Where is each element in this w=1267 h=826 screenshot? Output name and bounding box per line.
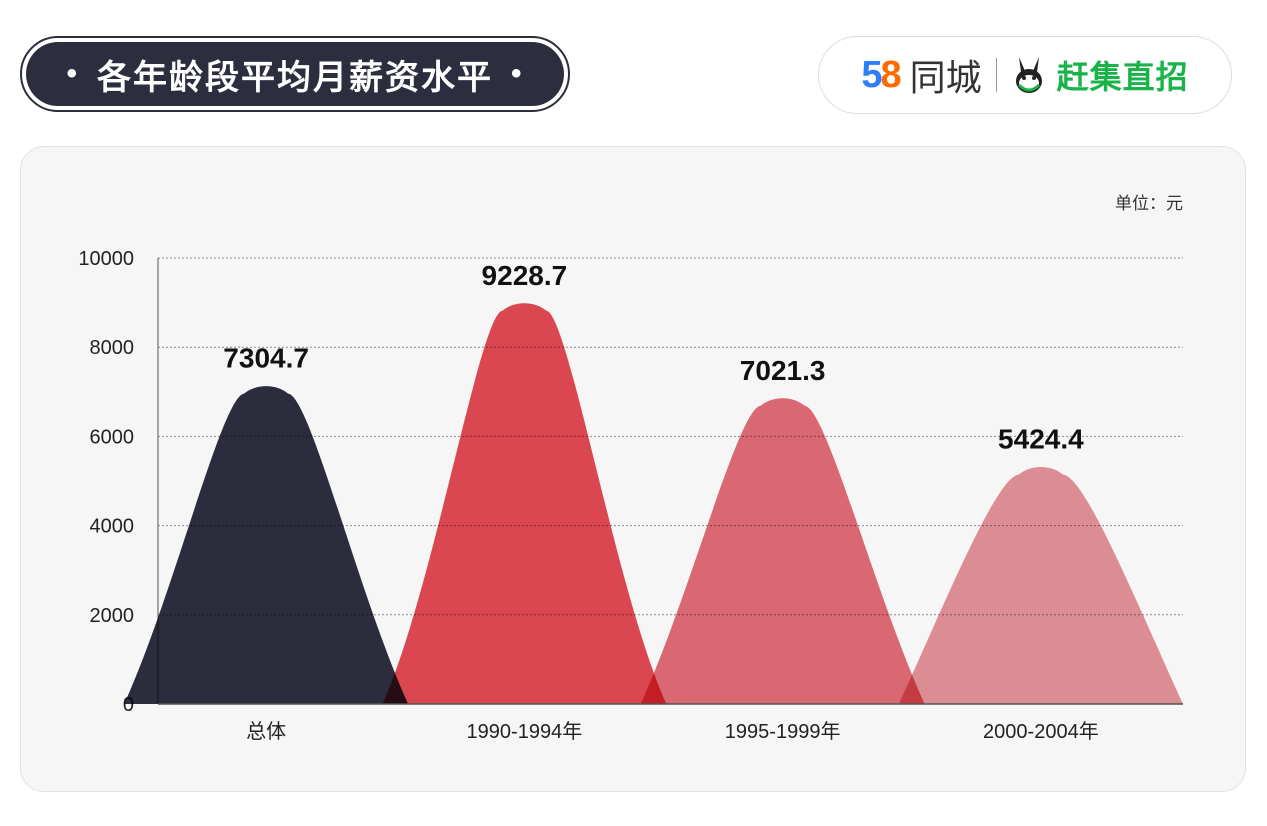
data-label: 9228.7	[482, 260, 568, 291]
brand-logo-badge: 58 同城 赶集直招	[818, 36, 1232, 114]
y-tick-label: 4000	[90, 516, 135, 538]
data-label: 7021.3	[740, 355, 826, 386]
data-label: 7304.7	[223, 343, 309, 374]
rabbit-mascot-icon	[1015, 57, 1042, 93]
peak-0	[124, 386, 409, 704]
y-tick-label: 0	[123, 694, 134, 716]
x-tick-label: 总体	[246, 720, 286, 743]
peak-3	[898, 467, 1183, 704]
y-tick-label: 8000	[90, 337, 135, 359]
logo-58: 58	[861, 53, 901, 97]
x-tick-label: 1990-1994年	[467, 720, 583, 743]
logo-digit-eight: 8	[880, 53, 901, 96]
y-tick-label: 10000	[78, 248, 134, 270]
title-dot-right: •	[511, 57, 524, 90]
y-tick-label: 6000	[90, 426, 135, 448]
logo-tongcheng-text: 同城	[909, 57, 982, 98]
peak-1	[382, 303, 667, 704]
title-badge-inner: • 各年龄段平均月薪资水平 •	[26, 42, 564, 106]
x-tick-label: 2000-2004年	[983, 720, 1099, 743]
page-title: 各年龄段平均月薪资水平	[97, 58, 493, 97]
logo-divider	[995, 58, 997, 92]
salary-chart: 单位：元 0 2000 4000 6000 8000 10000 7304.7 总体 9228.7…	[78, 194, 1183, 743]
peak-2	[640, 398, 925, 704]
x-tick-label: 1995-1999年	[725, 720, 841, 743]
title-dot-left: •	[66, 57, 79, 90]
y-tick-label: 2000	[90, 605, 135, 627]
title-badge: • 各年龄段平均月薪资水平 •	[20, 36, 570, 112]
chart-panel: 单位：元 0 2000 4000 6000 8000 10000 7304.7 总体 9228.7…	[20, 146, 1246, 792]
data-label: 5424.4	[998, 424, 1084, 455]
logo-digit-five: 5	[861, 53, 882, 96]
unit-label: 单位：元	[1115, 194, 1183, 213]
logo-ganji-text: 赶集直招	[1056, 59, 1189, 95]
